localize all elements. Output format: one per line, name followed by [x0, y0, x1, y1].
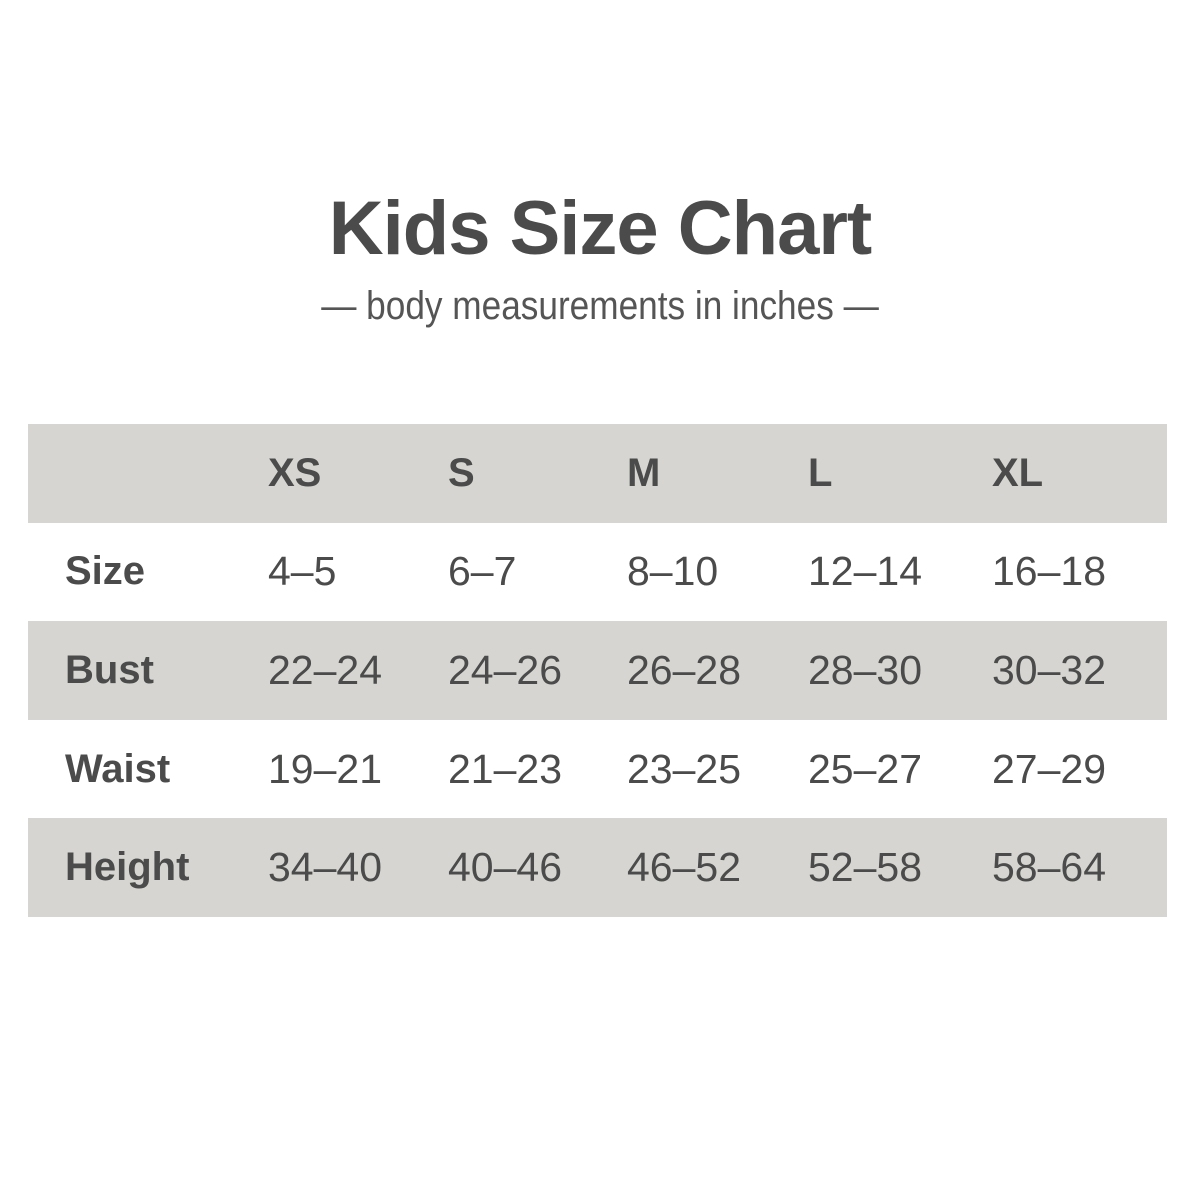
table-cell: 16–18	[992, 548, 1107, 595]
table-cell: 26–28	[627, 646, 742, 693]
table-row: Bust 22–24 24–26 26–28 28–30 30–32	[28, 621, 1167, 720]
header-row: XS S M L XL	[28, 424, 1167, 523]
table-cell: 12–14	[808, 548, 923, 595]
table-cell: 52–58	[808, 844, 923, 891]
table-cell: 8–10	[627, 548, 719, 595]
table-cell: 46–52	[627, 844, 742, 891]
size-table: XS S M L XL Size 4–5 6–7 8–10 12–14 16–1…	[28, 424, 1167, 917]
table-cell: 24–26	[448, 646, 563, 693]
table-row: Waist 19–21 21–23 23–25 25–27 27–29	[28, 720, 1167, 819]
table-cell: 25–27	[808, 745, 923, 792]
row-label: Bust	[65, 647, 154, 692]
column-header: XL	[992, 450, 1044, 495]
table-cell: 19–21	[268, 745, 383, 792]
table-cell: 6–7	[448, 548, 517, 595]
column-header: S	[448, 450, 475, 495]
column-header: XS	[268, 450, 322, 495]
row-label: Waist	[65, 746, 171, 791]
row-label: Height	[65, 845, 190, 890]
subtitle: — body measurements in inches —	[321, 284, 879, 328]
table-cell: 23–25	[627, 745, 742, 792]
row-label: Size	[65, 549, 146, 594]
table-row: Height 34–40 40–46 46–52 52–58 58–64	[28, 818, 1167, 917]
table-row: Size 4–5 6–7 8–10 12–14 16–18	[28, 523, 1167, 622]
column-header: L	[808, 450, 833, 495]
table-cell: 21–23	[448, 745, 563, 792]
table-cell: 28–30	[808, 646, 923, 693]
column-header: M	[627, 450, 661, 495]
table-cell: 58–64	[992, 844, 1107, 891]
page-title: Kids Size Chart	[328, 186, 872, 271]
table-cell: 22–24	[268, 646, 383, 693]
table-cell: 34–40	[268, 844, 383, 891]
table-cell: 40–46	[448, 844, 563, 891]
table-cell: 30–32	[992, 646, 1107, 693]
table-cell: 4–5	[268, 548, 337, 595]
table-cell: 27–29	[992, 745, 1107, 792]
